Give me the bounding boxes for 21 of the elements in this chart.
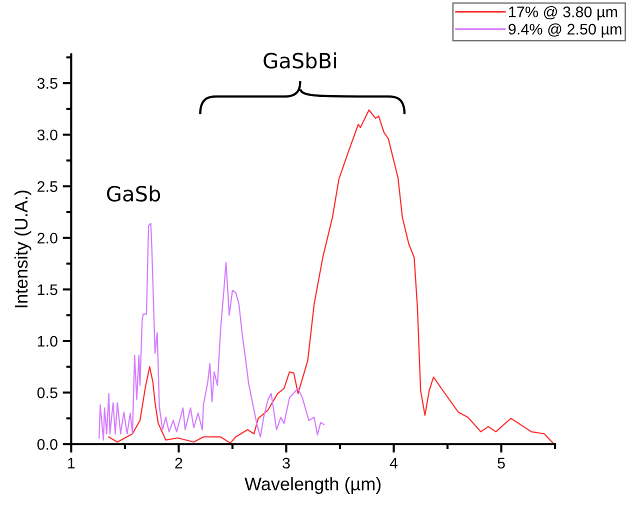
y-tick-label: 3.0 (37, 130, 58, 140)
x-tick-label: 2 (175, 458, 182, 468)
x-tick-label: 5 (498, 458, 505, 469)
x-tick-label: 4 (390, 458, 398, 468)
line-series (98, 222, 324, 441)
x-tick-label: 3 (282, 458, 290, 469)
y-tick-label: 0.0 (37, 439, 58, 450)
annotation: GaSbBi (264, 52, 336, 69)
y-tick-label: 3.5 (37, 78, 58, 89)
y-tick-label: 1.5 (38, 284, 58, 296)
y-tick-label: 2.0 (38, 232, 58, 244)
x-tick-label: 1 (68, 458, 75, 468)
x-axis-title: Wavelength (µm) (244, 477, 381, 494)
y-tick-label: 1.0 (38, 336, 58, 347)
y-axis-title: Intensity (U.A.) (14, 190, 32, 308)
annotation: GaSb (107, 185, 160, 202)
line-series (108, 109, 555, 444)
y-tick-label: 2.5 (38, 181, 58, 192)
legend-label: 17% @ 3.80 µm (509, 6, 618, 20)
y-tick-label: 0.5 (37, 387, 58, 398)
legend-label: 9.4% @ 2.50 µm (508, 23, 622, 38)
